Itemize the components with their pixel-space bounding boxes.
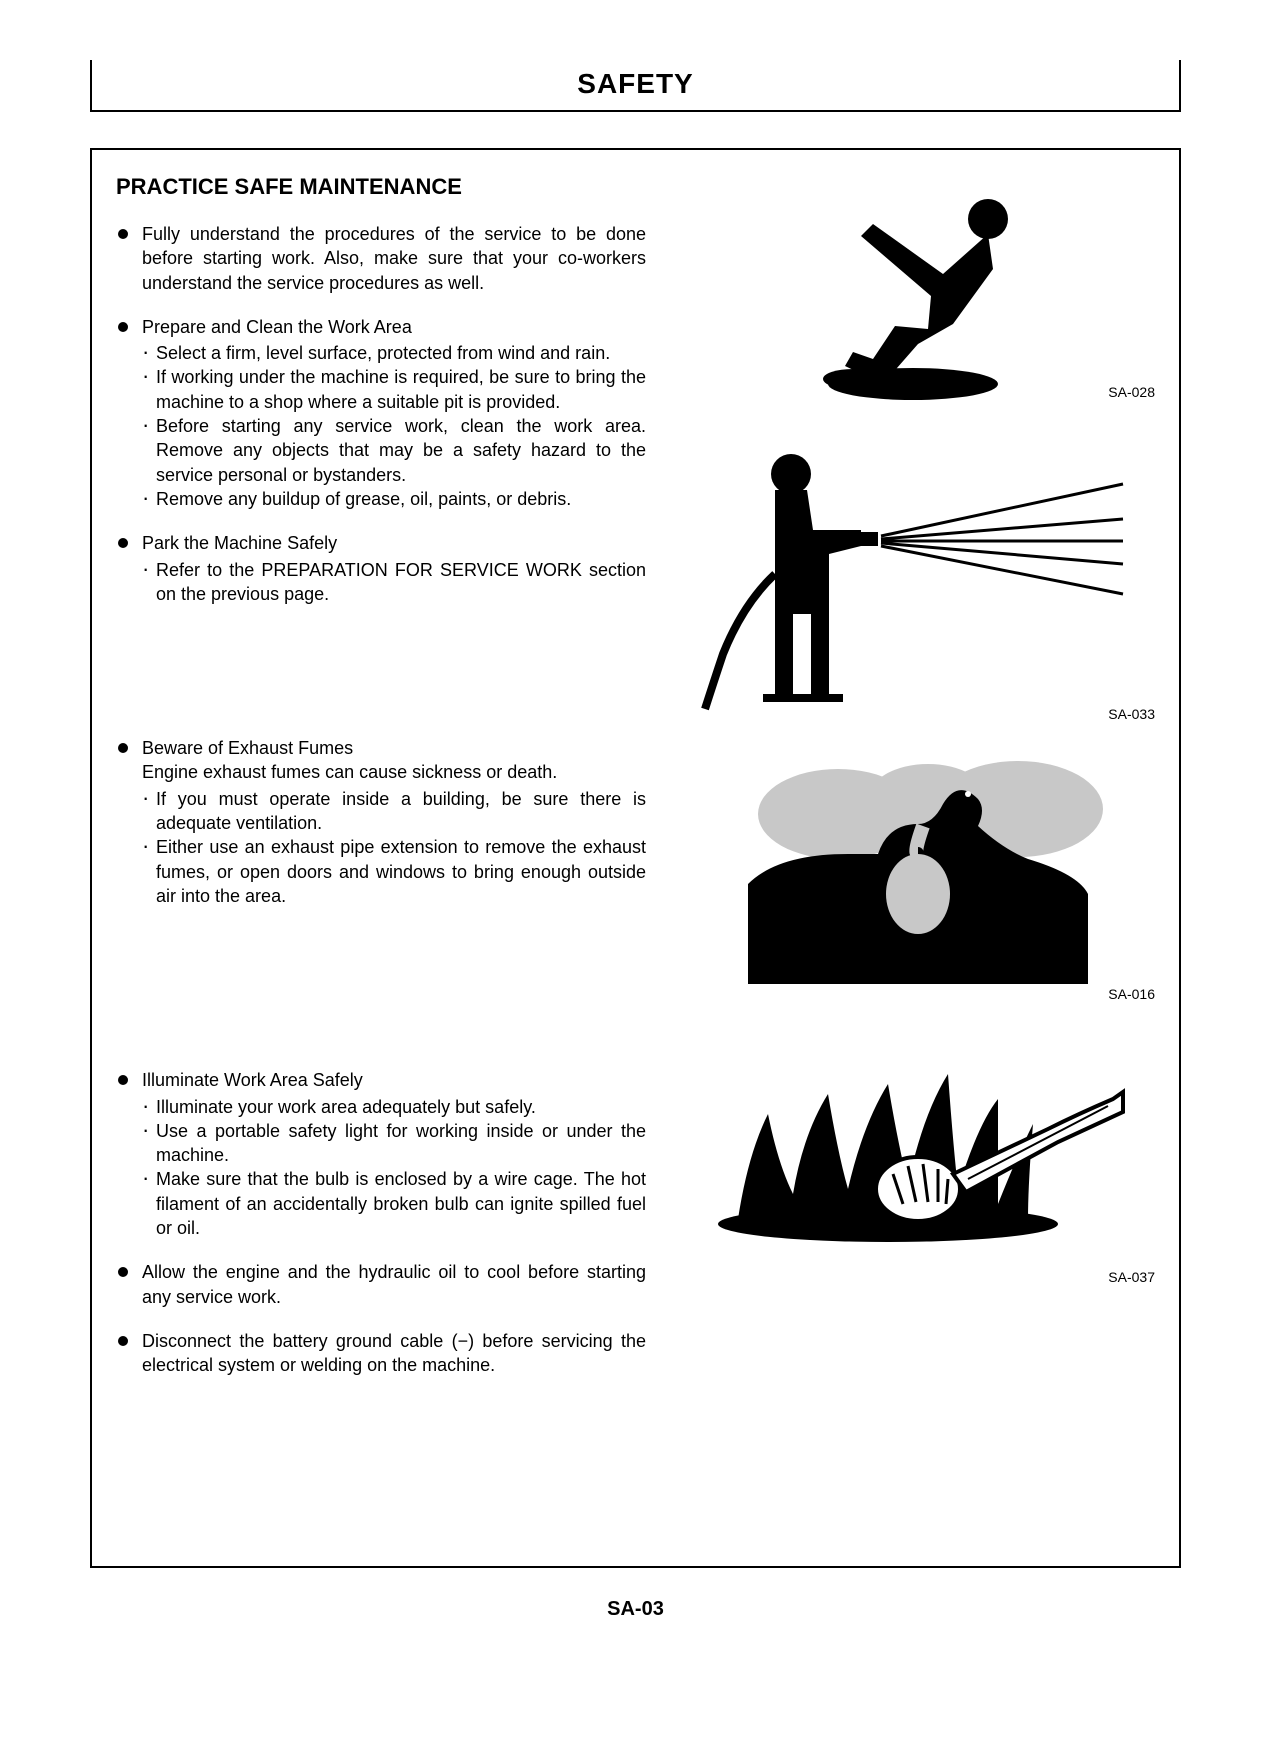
figure-exhaust-fumes: SA-016 <box>670 754 1155 1014</box>
bullet-lead: Park the Machine Safely <box>142 533 337 553</box>
sub-item: Either use an exhaust pipe extension to … <box>142 835 646 908</box>
figure-clean-area: SA-033 <box>670 444 1155 734</box>
page-title: SAFETY <box>92 68 1179 100</box>
bullet-lead: Prepare and Clean the Work Area <box>142 317 412 337</box>
content-frame: PRACTICE SAFE MAINTENANCE Fully understa… <box>90 148 1181 1568</box>
figure-fall-hazard: SA-028 <box>670 174 1155 434</box>
figure-label: SA-037 <box>1108 1269 1155 1285</box>
page-title-frame: SAFETY <box>90 60 1181 112</box>
sub-list: If you must operate inside a building, b… <box>142 787 646 908</box>
fire-icon <box>698 1044 1128 1244</box>
hose-icon <box>693 444 1133 714</box>
sub-item: Remove any buildup of grease, oil, paint… <box>142 487 646 511</box>
bullet-item: Beware of Exhaust Fumes Engine exhaust f… <box>116 736 646 908</box>
sub-item: If working under the machine is required… <box>142 365 646 414</box>
figure-label: SA-016 <box>1108 986 1155 1002</box>
fall-icon <box>753 174 1073 404</box>
section-heading: PRACTICE SAFE MAINTENANCE <box>116 174 646 200</box>
fumes-icon <box>718 754 1108 984</box>
sub-list: Refer to the PREPARATION FOR SERVICE WOR… <box>142 558 646 607</box>
sub-item: Illuminate your work area adequately but… <box>142 1095 646 1119</box>
sub-item: Make sure that the bulb is enclosed by a… <box>142 1167 646 1240</box>
sub-item: Use a portable safety light for working … <box>142 1119 646 1168</box>
bullet-item: Prepare and Clean the Work Area Select a… <box>116 315 646 511</box>
figure-label: SA-033 <box>1108 706 1155 722</box>
bullet-list: Illuminate Work Area Safely Illuminate y… <box>116 1068 646 1377</box>
bullet-item: Park the Machine Safely Refer to the PRE… <box>116 531 646 606</box>
sub-list: Select a firm, level surface, protected … <box>142 341 646 511</box>
text-column: PRACTICE SAFE MAINTENANCE Fully understa… <box>116 174 646 1530</box>
sub-item: Before starting any service work, clean … <box>142 414 646 487</box>
sub-list: Illuminate your work area adequately but… <box>142 1095 646 1241</box>
bullet-item: Disconnect the battery ground cable (−) … <box>116 1329 646 1378</box>
sub-item: Refer to the PREPARATION FOR SERVICE WOR… <box>142 558 646 607</box>
bullet-intro: Engine exhaust fumes can cause sickness … <box>142 762 557 782</box>
bullet-item: Fully understand the procedures of the s… <box>116 222 646 295</box>
bullet-item: Illuminate Work Area Safely Illuminate y… <box>116 1068 646 1240</box>
page-number: SA-03 <box>90 1598 1181 1621</box>
figure-label: SA-028 <box>1108 384 1155 400</box>
sub-item: If you must operate inside a building, b… <box>142 787 646 836</box>
bullet-lead: Beware of Exhaust Fumes <box>142 738 353 758</box>
bullet-list: Beware of Exhaust Fumes Engine exhaust f… <box>116 736 646 908</box>
bullet-lead: Illuminate Work Area Safely <box>142 1070 363 1090</box>
sub-item: Select a firm, level surface, protected … <box>142 341 646 365</box>
figure-fire-hazard: SA-037 <box>670 1044 1155 1274</box>
figure-column: SA-028 SA-033 <box>670 174 1155 1530</box>
bullet-list: Fully understand the procedures of the s… <box>116 222 646 606</box>
bullet-item: Allow the engine and the hydraulic oil t… <box>116 1260 646 1309</box>
